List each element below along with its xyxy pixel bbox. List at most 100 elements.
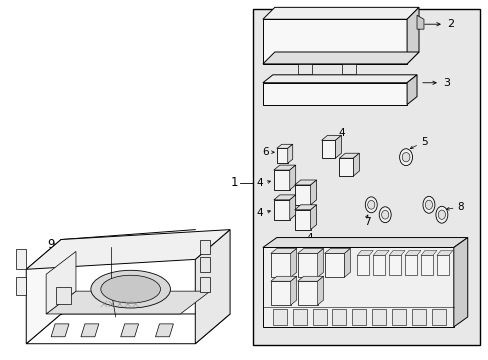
Ellipse shape — [379, 207, 390, 223]
Bar — [431, 309, 445, 325]
Ellipse shape — [425, 200, 432, 210]
Bar — [273, 170, 289, 190]
Text: 7: 7 — [364, 217, 370, 227]
Polygon shape — [273, 195, 295, 200]
Polygon shape — [263, 7, 418, 19]
Polygon shape — [16, 277, 26, 295]
Text: 4: 4 — [337, 129, 344, 138]
Polygon shape — [353, 153, 359, 176]
Polygon shape — [16, 249, 26, 269]
Polygon shape — [46, 291, 210, 314]
Polygon shape — [344, 248, 350, 277]
Polygon shape — [51, 324, 69, 337]
Ellipse shape — [365, 197, 376, 213]
Ellipse shape — [91, 270, 170, 308]
Polygon shape — [270, 276, 296, 281]
Ellipse shape — [367, 201, 374, 209]
Text: 9: 9 — [47, 238, 55, 251]
Text: 5: 5 — [420, 137, 427, 147]
Polygon shape — [404, 251, 420, 255]
Bar — [371, 309, 386, 325]
Bar — [436, 255, 448, 275]
Ellipse shape — [437, 210, 445, 219]
Text: 3: 3 — [442, 78, 449, 88]
Polygon shape — [263, 52, 418, 64]
Bar — [270, 253, 290, 277]
Polygon shape — [195, 230, 230, 344]
Polygon shape — [26, 230, 230, 269]
Bar — [372, 255, 385, 275]
Bar — [297, 64, 311, 74]
Text: 4: 4 — [256, 178, 263, 188]
Polygon shape — [200, 257, 210, 272]
Bar — [339, 158, 353, 176]
Bar — [352, 309, 366, 325]
Polygon shape — [416, 15, 423, 29]
Bar — [357, 255, 368, 275]
Text: 2: 2 — [446, 19, 453, 29]
Polygon shape — [200, 239, 210, 255]
Bar — [321, 140, 335, 158]
Polygon shape — [263, 19, 406, 64]
Bar — [391, 309, 405, 325]
Polygon shape — [297, 248, 323, 253]
Polygon shape — [317, 248, 323, 277]
Ellipse shape — [435, 206, 447, 223]
Text: 4: 4 — [256, 208, 263, 218]
Text: 6: 6 — [262, 147, 268, 157]
Ellipse shape — [101, 275, 160, 303]
Ellipse shape — [401, 153, 409, 162]
Polygon shape — [273, 165, 295, 170]
Polygon shape — [297, 276, 323, 281]
Bar — [324, 253, 344, 277]
Bar — [270, 281, 290, 305]
Polygon shape — [263, 75, 416, 83]
Polygon shape — [290, 248, 296, 277]
Polygon shape — [294, 205, 316, 210]
Polygon shape — [420, 251, 436, 255]
Bar — [294, 185, 310, 205]
Text: 8: 8 — [456, 202, 463, 212]
Polygon shape — [155, 324, 173, 337]
Bar — [342, 64, 356, 74]
Polygon shape — [263, 238, 467, 247]
Polygon shape — [406, 7, 418, 64]
Polygon shape — [294, 180, 316, 185]
Polygon shape — [289, 195, 295, 220]
Ellipse shape — [422, 196, 434, 213]
Polygon shape — [406, 75, 416, 105]
Polygon shape — [81, 324, 99, 337]
Bar — [404, 255, 416, 275]
Polygon shape — [290, 276, 296, 305]
Bar — [297, 281, 317, 305]
Bar — [276, 148, 287, 163]
Polygon shape — [287, 144, 292, 163]
Bar — [332, 309, 346, 325]
Ellipse shape — [399, 149, 412, 166]
Polygon shape — [56, 287, 71, 304]
Polygon shape — [324, 248, 350, 253]
Bar — [292, 309, 306, 325]
Text: 1: 1 — [230, 176, 238, 189]
Bar — [388, 255, 400, 275]
Polygon shape — [335, 135, 341, 158]
Bar — [273, 200, 289, 220]
Bar — [252, 9, 479, 345]
Polygon shape — [263, 83, 406, 105]
Bar — [297, 253, 317, 277]
Polygon shape — [372, 251, 388, 255]
Polygon shape — [453, 238, 467, 327]
Polygon shape — [26, 239, 61, 344]
Text: 4: 4 — [305, 233, 312, 243]
Bar — [263, 247, 453, 327]
Polygon shape — [200, 277, 210, 292]
Bar — [272, 309, 286, 325]
Bar — [312, 309, 326, 325]
Polygon shape — [436, 251, 452, 255]
Polygon shape — [276, 144, 292, 148]
Polygon shape — [388, 251, 404, 255]
Polygon shape — [321, 135, 341, 140]
Polygon shape — [310, 180, 316, 205]
Polygon shape — [121, 324, 138, 337]
Polygon shape — [26, 314, 230, 344]
